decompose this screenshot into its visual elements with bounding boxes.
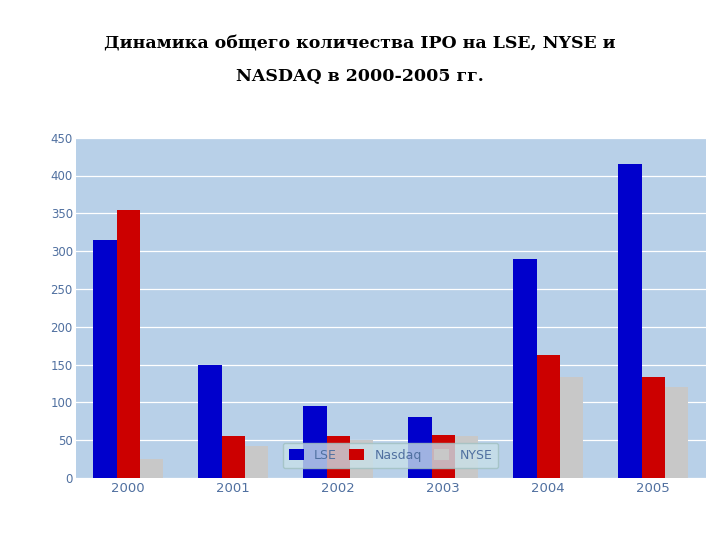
Bar [618,164,642,478]
Bar [559,377,582,478]
Bar [536,355,559,478]
Legend: LSE, Nasdaq, NYSE: LSE, Nasdaq, NYSE [283,443,498,468]
Bar [199,364,222,478]
Bar [140,459,163,478]
Bar [665,387,688,478]
Bar [431,435,454,478]
Bar [245,446,268,478]
Bar [117,210,140,478]
Bar [454,436,478,478]
Bar [94,240,117,478]
Text: Динамика общего количества IPO на LSE, NYSE и: Динамика общего количества IPO на LSE, N… [104,35,616,52]
Bar [350,440,373,478]
Bar [408,417,431,478]
Text: NASDAQ в 2000-2005 гг.: NASDAQ в 2000-2005 гг. [236,68,484,84]
Bar [222,436,245,478]
Bar [513,259,536,478]
Bar [303,406,327,478]
Bar [327,436,350,478]
Bar [642,377,665,478]
